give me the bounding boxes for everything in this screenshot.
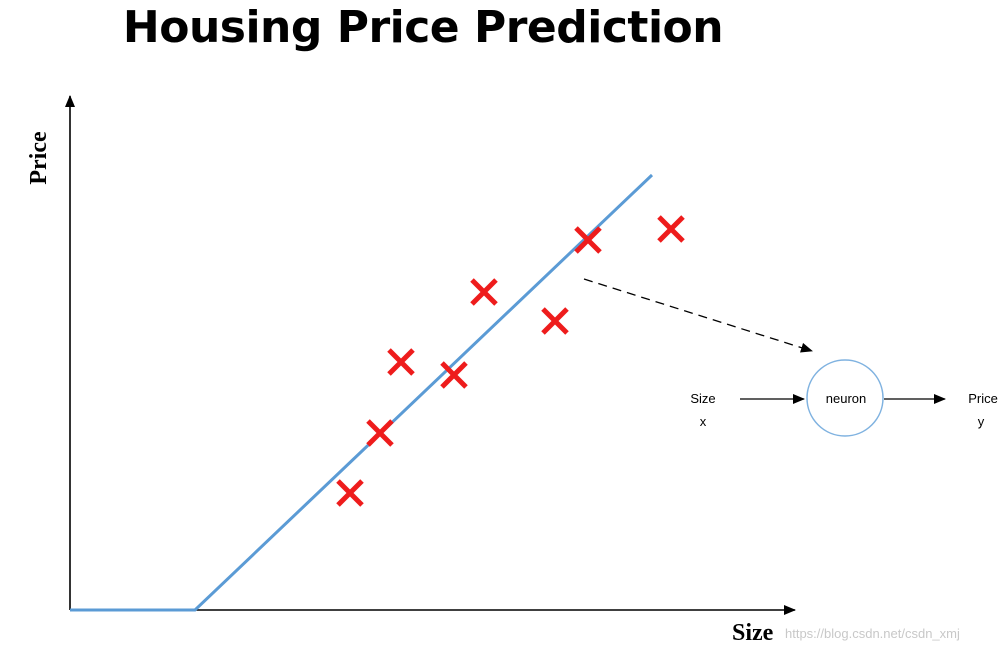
neuron-node <box>806 359 884 437</box>
data-point-3 <box>387 348 415 376</box>
data-point-5 <box>470 278 498 306</box>
input-label: Size <box>690 391 715 406</box>
data-point-2 <box>366 419 394 447</box>
chart-title: Housing Price Prediction <box>122 2 724 53</box>
dashed-pointer-arrow <box>583 278 813 353</box>
data-point-7 <box>574 226 602 254</box>
neuron-label: neuron <box>826 391 866 406</box>
output-variable: y <box>978 414 985 429</box>
fit-line <box>70 173 654 612</box>
data-point-6 <box>541 307 569 335</box>
data-point-1 <box>336 479 364 507</box>
output-label: Price <box>968 391 998 406</box>
data-points <box>336 215 685 507</box>
y-axis-label: Price <box>26 131 52 185</box>
data-point-4 <box>440 361 468 389</box>
data-point-8 <box>657 215 685 243</box>
watermark: https://blog.csdn.net/csdn_xmj <box>785 626 960 641</box>
input-variable: x <box>700 414 707 429</box>
x-axis-label: Size <box>732 620 774 646</box>
